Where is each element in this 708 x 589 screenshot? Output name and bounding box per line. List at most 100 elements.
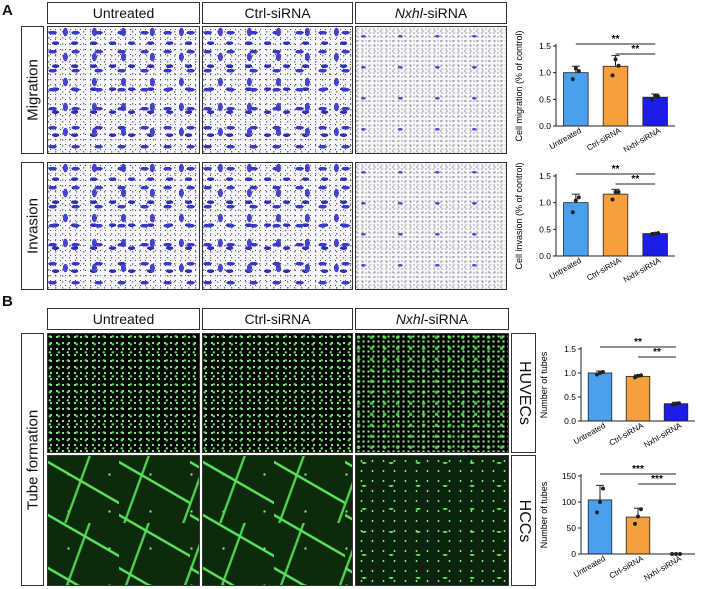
side-header-hccs-label: HCCs <box>515 499 533 542</box>
column-header-untreated-b: Untreated <box>47 308 200 330</box>
data-point <box>633 521 637 526</box>
column-header-suffix: -siRNA <box>422 5 468 21</box>
invasion-ctrl-image <box>202 162 353 290</box>
x-tick-label: Nxhl-siRNA <box>622 126 663 155</box>
huvec-untreated-image <box>47 333 200 453</box>
data-point <box>636 514 640 519</box>
hcc-tube-chart: Number of tubes 0 50 100 150 Untreated Ctrl-si… <box>539 464 695 583</box>
bar <box>625 516 651 555</box>
y-tick-label: 1.5 <box>564 344 576 354</box>
hcc-nxhl-image <box>355 455 509 586</box>
y-tick-label: 0.5 <box>539 94 551 104</box>
y-axis-label: Cell migration (% of control) <box>514 30 524 141</box>
x-tick-label: Untreated <box>548 256 583 281</box>
bar <box>563 72 589 127</box>
data-point <box>610 197 615 202</box>
y-tick-label: 1.5 <box>539 171 551 181</box>
data-point <box>656 231 661 236</box>
y-axis-label: Number of tubes <box>539 351 549 418</box>
bar <box>563 202 589 257</box>
huvec-ctrl-image <box>202 333 353 453</box>
data-point <box>616 190 621 194</box>
hcc-ctrl-image <box>202 455 353 586</box>
column-header-italic: Nxhl <box>394 5 423 21</box>
significance-label: ** <box>612 34 620 45</box>
row-header-migration-label: Migration <box>24 59 41 121</box>
significance-label: ** <box>631 174 639 185</box>
x-tick-label: Untreated <box>572 421 607 446</box>
y-axis-label: Cell invasion (% of control) <box>514 162 524 269</box>
data-point <box>570 210 575 215</box>
y-tick-label: 1.5 <box>539 41 551 51</box>
y-tick-label: 150 <box>562 471 576 481</box>
significance-label: *** <box>651 474 663 485</box>
migration-nxhl-image <box>355 26 507 154</box>
bar <box>642 96 668 127</box>
migration-ctrl-image <box>202 26 353 154</box>
column-header-ctrl-sirna-b: Ctrl-siRNA <box>202 308 353 330</box>
row-header-invasion: Invasion <box>21 162 44 290</box>
y-tick-label: 0.5 <box>539 224 551 234</box>
row-header-tube-formation: Tube formation <box>21 333 44 586</box>
hcc-untreated-image <box>47 455 200 586</box>
row-header-invasion-label: Invasion <box>24 198 41 254</box>
data-point <box>633 375 637 380</box>
data-point <box>601 486 605 491</box>
side-header-hccs: HCCs <box>511 455 536 586</box>
y-axis-label: Number of tubes <box>539 481 549 548</box>
side-header-huvecs: HUVECs <box>511 333 536 453</box>
data-point <box>573 198 578 203</box>
data-point <box>576 195 581 200</box>
y-tick-label: 50 <box>567 523 577 533</box>
x-tick-label: Nxhl-siRNA <box>622 256 663 285</box>
y-tick-label: 1.0 <box>539 68 551 78</box>
y-tick-label: 0 <box>571 549 576 559</box>
column-header-nxhl-sirna: Nxhl-siRNA <box>355 2 507 24</box>
data-point <box>653 231 658 236</box>
bar <box>602 65 629 127</box>
huvec-tube-chart: Number of tubes 0.0 0.5 1.0 1.5 Untreated Ctrl… <box>539 337 695 450</box>
y-tick-label: 0.5 <box>564 392 576 402</box>
data-point <box>616 63 621 68</box>
column-header-nxhl-sirna-b: Nxhl-siRNA <box>355 308 509 330</box>
data-point <box>639 507 643 512</box>
invasion-untreated-image <box>47 162 200 290</box>
y-tick-label: 1.0 <box>539 198 551 208</box>
significance-label: ** <box>612 164 620 175</box>
data-point <box>636 373 640 378</box>
x-tick-label: Untreated <box>548 126 583 151</box>
data-point <box>639 373 643 378</box>
migration-bar-chart: Cell migration (% of control) 0.0 0.5 1.0 1.… <box>514 30 675 155</box>
significance-label: *** <box>632 464 644 475</box>
data-point <box>650 97 655 102</box>
data-point <box>677 401 681 406</box>
data-point <box>650 232 655 237</box>
migration-untreated-image <box>47 26 200 154</box>
side-header-huvecs-label: HUVECs <box>515 360 533 426</box>
data-point <box>598 500 602 504</box>
data-point <box>671 402 675 407</box>
x-tick-label: NxhI-siRNA <box>642 421 683 450</box>
data-point <box>573 66 578 71</box>
bar <box>625 375 651 422</box>
column-header-ctrl-sirna: Ctrl-siRNA <box>202 2 353 24</box>
invasion-nxhl-image <box>355 162 507 290</box>
bar <box>663 403 689 422</box>
x-tick-label: NxhI-siRNA <box>642 554 683 583</box>
data-point <box>595 510 599 515</box>
data-point <box>610 73 615 78</box>
data-point <box>595 372 599 377</box>
bar <box>642 233 668 257</box>
significance-label: ** <box>653 347 661 358</box>
data-point <box>674 401 678 406</box>
y-tick-label: 0.0 <box>539 121 551 131</box>
bar <box>587 372 613 422</box>
data-point <box>601 370 605 375</box>
column-header-suffix-b: -siRNA <box>423 311 469 327</box>
y-tick-label: 0.0 <box>564 416 576 426</box>
significance-label: ** <box>634 337 642 348</box>
significance-label: ** <box>631 44 639 55</box>
panel-letter-a: A <box>2 2 13 19</box>
y-tick-label: 0.0 <box>539 251 551 261</box>
column-header-italic-b: Nxhl <box>395 311 424 327</box>
